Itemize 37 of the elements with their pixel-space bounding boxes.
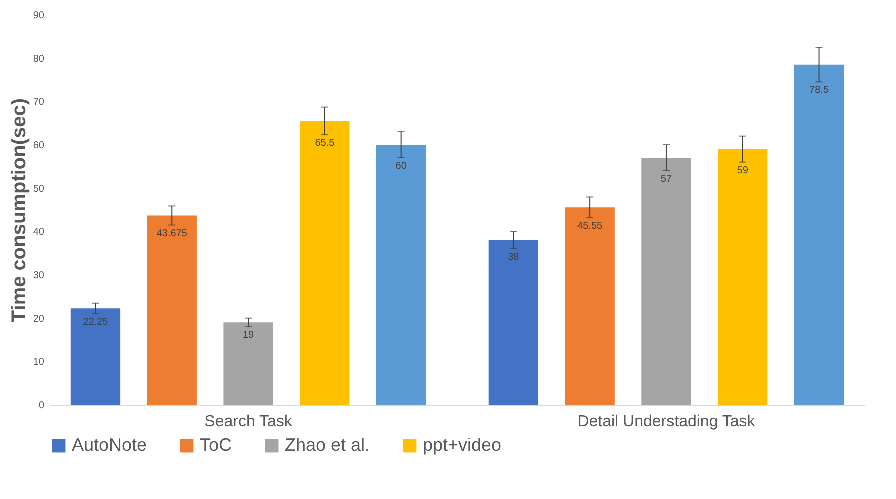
data-label: 57 [660,174,672,185]
data-label: 45.55 [578,221,604,232]
bar [224,322,274,405]
bar [147,216,197,405]
data-label: 60 [396,161,408,172]
x-tick-label: Search Task [204,414,294,430]
data-label: 78.5 [810,85,830,96]
y-axis-title: Time consumption(sec) [8,98,30,323]
y-tick-label: 80 [33,54,45,65]
y-tick-label: 90 [33,10,45,22]
y-tick-label: 0 [38,400,45,412]
bar [718,149,768,405]
y-tick-label: 20 [33,314,45,325]
data-label: 19 [242,330,255,341]
y-tick-label: 60 [33,140,45,152]
bar [642,158,692,405]
data-label: 38 [508,252,520,263]
bar [488,240,539,405]
y-tick-label: 40 [33,227,45,238]
bar [565,208,615,405]
bar [794,64,844,405]
y-tick-label: 10 [33,357,45,368]
legend-label: ppt+video [423,435,502,455]
legend-label: Zhao et al. [285,435,370,455]
y-tick-label: 30 [33,270,45,282]
y-tick-label: 70 [33,97,45,108]
bar [300,121,350,405]
legend-label: ToC [200,435,232,455]
legend-label: AutoNote [72,435,148,455]
data-label: 59 [737,165,749,176]
bar [70,308,121,405]
bar [376,145,426,405]
data-label: 22.25 [83,316,109,328]
x-tick-label: Detail Understading Task [578,414,756,430]
data-label: 65.5 [315,138,336,150]
y-tick-label: 50 [33,184,45,195]
data-label: 43.675 [156,228,188,240]
